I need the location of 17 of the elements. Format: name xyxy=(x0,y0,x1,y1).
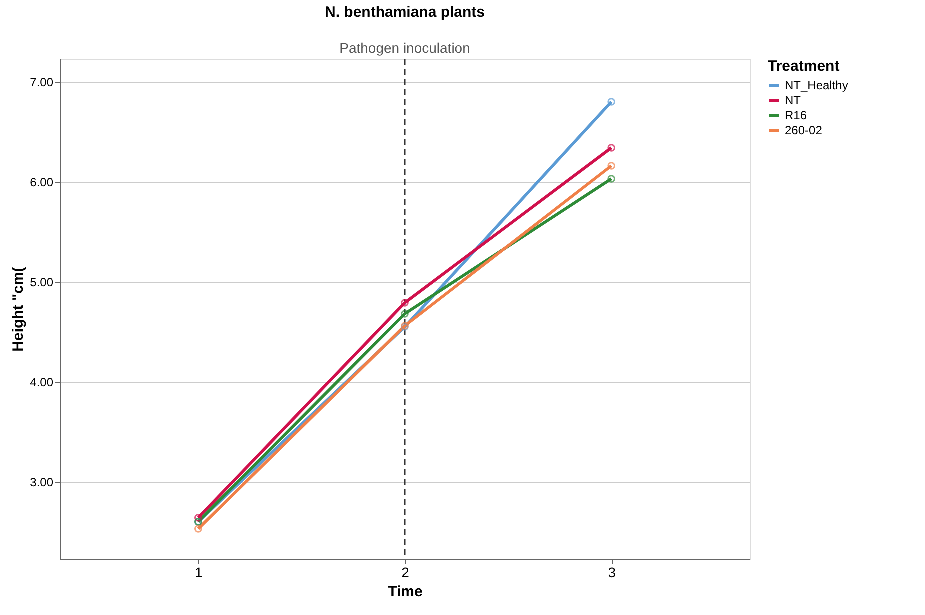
y-tick-label: 6.00 xyxy=(30,176,54,190)
legend-label: NT_Healthy xyxy=(785,78,848,92)
x-tick-label: 3 xyxy=(608,564,616,580)
ref-line-label: Pathogen inoculation xyxy=(340,40,470,56)
chart-title: N. benthamiana plants xyxy=(324,4,486,21)
x-tick-label: 1 xyxy=(195,564,204,580)
legend-label: R16 xyxy=(785,108,808,122)
y-tick-label: 3.00 xyxy=(30,476,54,490)
x-axis-title: Time xyxy=(388,584,423,600)
y-tick-label: 4.00 xyxy=(30,376,54,390)
x-tick-label: 2 xyxy=(402,564,410,580)
legend-title: Treatment xyxy=(768,58,840,75)
legend-label: 260-02 xyxy=(785,124,823,138)
legend-label: NT xyxy=(785,94,802,108)
y-axis-title: Height "cm( xyxy=(10,267,28,352)
y-tick-label: 7.00 xyxy=(30,76,54,90)
y-tick-label: 5.00 xyxy=(30,276,54,290)
